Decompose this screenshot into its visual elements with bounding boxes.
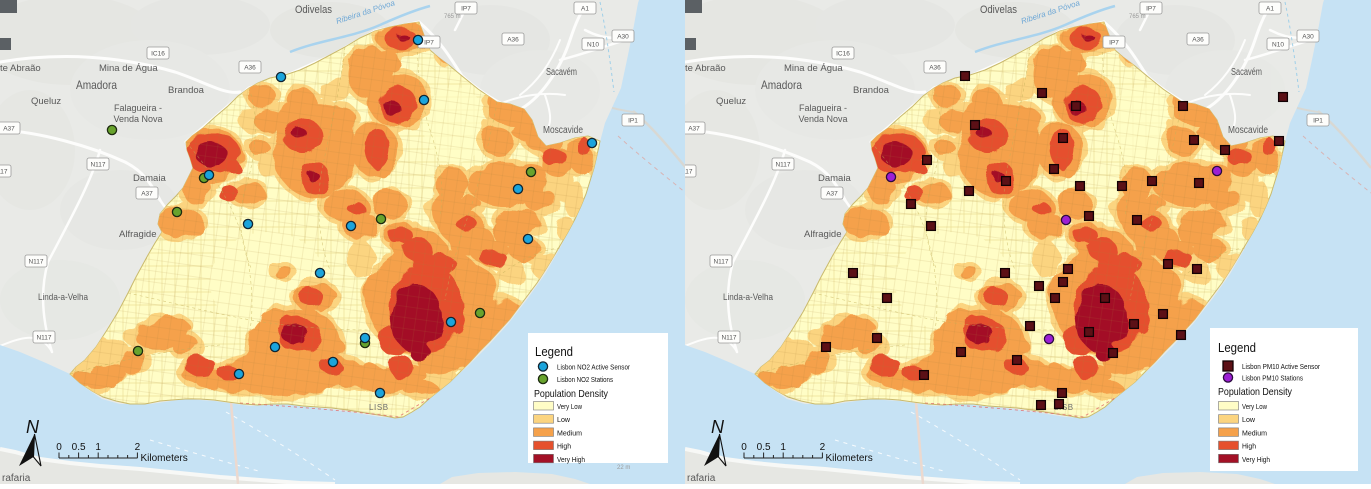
svg-text:Low: Low [1242, 415, 1256, 424]
svg-text:Lisbon NO2 Stations: Lisbon NO2 Stations [557, 375, 613, 384]
svg-text:Low: Low [557, 415, 571, 424]
svg-text:Very Low: Very Low [1242, 402, 1267, 411]
svg-text:Lisbon PM10 Stations: Lisbon PM10 Stations [1242, 374, 1303, 383]
svg-text:High: High [1242, 442, 1256, 451]
svg-text:Population Density: Population Density [534, 388, 609, 400]
svg-text:Legend: Legend [1218, 340, 1256, 355]
svg-text:Medium: Medium [557, 428, 582, 437]
svg-text:Very Low: Very Low [557, 402, 582, 411]
svg-text:Very High: Very High [557, 455, 585, 464]
svg-text:Population Density: Population Density [1218, 386, 1293, 398]
svg-text:Legend: Legend [535, 344, 573, 359]
svg-text:Medium: Medium [1242, 428, 1267, 437]
svg-text:Very High: Very High [1242, 455, 1270, 464]
svg-text:Lisbon PM10 Active Sensor: Lisbon PM10 Active Sensor [1242, 362, 1320, 371]
svg-text:Lisbon NO2 Active Sensor: Lisbon NO2 Active Sensor [557, 363, 630, 372]
svg-text:High: High [557, 442, 571, 451]
